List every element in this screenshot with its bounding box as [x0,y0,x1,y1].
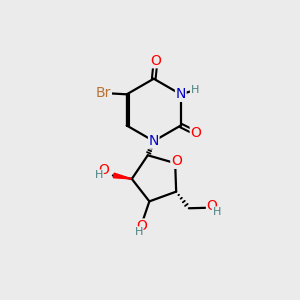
Text: Br: Br [96,86,111,100]
Polygon shape [113,173,132,179]
Text: O: O [99,164,110,177]
Text: N: N [176,87,186,101]
Text: H: H [135,227,143,237]
Text: O: O [190,126,201,140]
Text: O: O [136,219,147,233]
Text: H: H [212,207,221,217]
Text: N: N [148,134,159,148]
Text: O: O [150,54,161,68]
Text: H: H [95,170,103,180]
Text: O: O [171,154,182,168]
Text: H: H [190,85,199,95]
Text: O: O [206,199,218,213]
